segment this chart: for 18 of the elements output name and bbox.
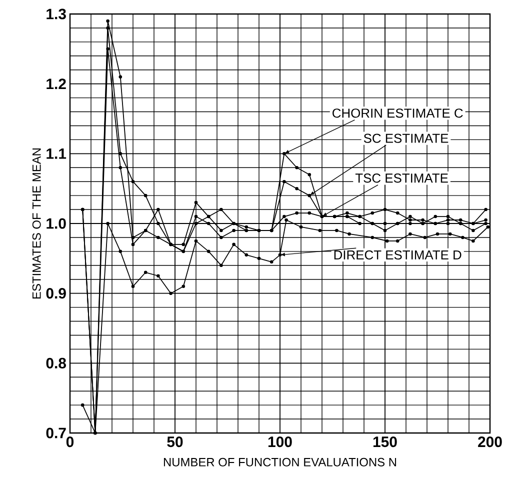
y-axis-title: ESTIMATES OF THE MEAN — [32, 148, 41, 298]
y-tick-label: 1.0 — [46, 218, 66, 229]
y-tick-label: 0.8 — [46, 358, 66, 368]
x-tick-label: 150 — [373, 436, 397, 448]
text: TSC ESTIMATE — [355, 174, 448, 183]
y-tick-label: 0.7 — [46, 428, 66, 438]
y-tick-label: 0.9 — [46, 288, 66, 299]
x-tick-label: 0 — [66, 436, 74, 448]
text: CHORIN ESTIMATE C — [332, 108, 463, 118]
y-tick-label: 1.1 — [46, 148, 66, 159]
y-tick-label: 1.2 — [46, 78, 66, 90]
text: SC ESTIMATE — [364, 134, 448, 143]
x-tick-label: 100 — [268, 436, 292, 448]
series-label: DIRECT ESTIMATE D — [334, 250, 462, 260]
x-axis-title: NUMBER OF FUNCTION EVALUATIONS N — [164, 458, 396, 466]
x-tick-label: 50 — [167, 436, 183, 448]
y-tick-label: 1.3 — [46, 8, 66, 20]
x-tick-label: 200 — [478, 436, 502, 448]
